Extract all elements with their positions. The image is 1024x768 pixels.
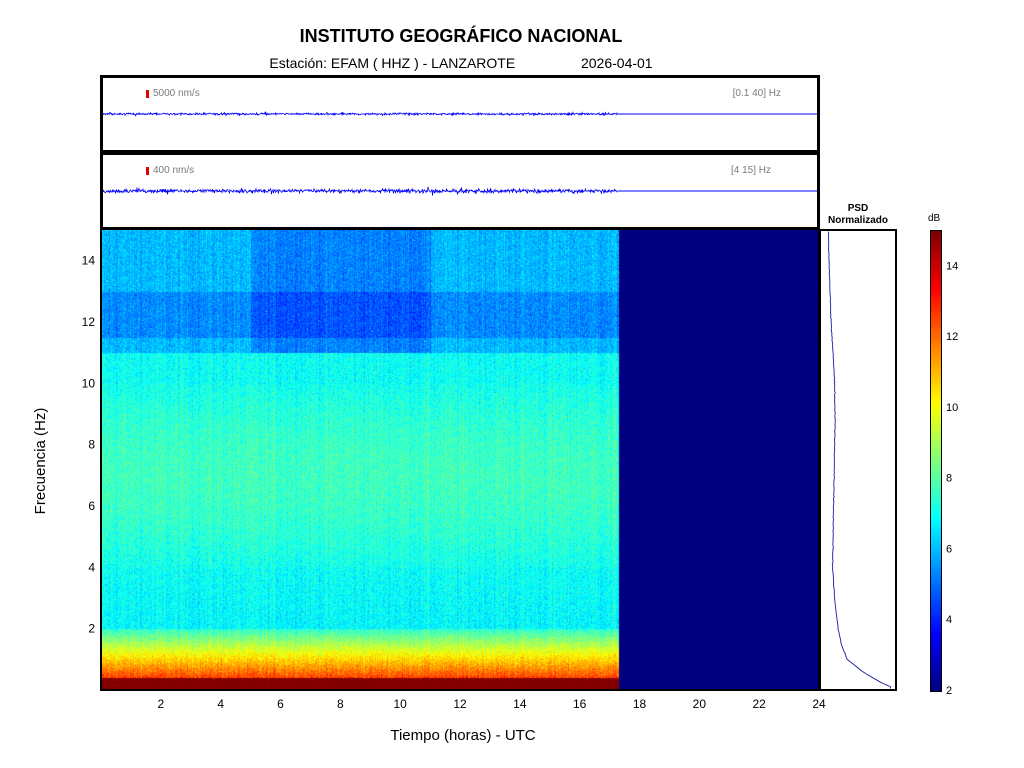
station-name: EFAM ( HHZ ) - LANZAROTE (330, 55, 516, 71)
x-tick-label: 16 (573, 697, 587, 711)
trace-panel-filtered: 400 nm/s [4 15] Hz (100, 152, 820, 230)
x-tick-label: 18 (633, 697, 647, 711)
y-tick-label: 10 (82, 376, 96, 390)
colorbar (930, 230, 942, 692)
trace-band-label: [4 15] Hz (730, 165, 771, 176)
station-label: Estación: (269, 55, 327, 71)
trace-scale-label: 5000 nm/s (153, 88, 200, 99)
seismic-trace-filtered (103, 186, 817, 196)
colorbar-tick-label: 14 (946, 260, 958, 272)
psd-title-line2: Normalizado (827, 215, 888, 226)
psd-panel (819, 229, 897, 691)
colorbar-unit: dB (928, 213, 941, 224)
x-tick-label: 10 (393, 697, 407, 711)
psd-curve (827, 231, 892, 689)
colorbar-tick-label: 2 (946, 685, 952, 697)
trace-scale-label: 400 nm/s (153, 165, 195, 176)
chart-subtitle: Estación: EFAM ( HHZ ) - LANZAROTE 2026-… (0, 55, 922, 71)
date-label: 2026-04-01 (580, 55, 653, 71)
y-tick-label: 8 (88, 438, 95, 452)
x-tick-label: 6 (277, 697, 284, 711)
trace-band-label: [0.1 40] Hz (732, 88, 781, 99)
colorbar-tick-label: 10 (946, 402, 958, 414)
chart-title: INSTITUTO GEOGRÁFICO NACIONAL (299, 26, 623, 46)
y-tick-label: 4 (88, 560, 95, 574)
psd-title: PSD Normalizado (818, 203, 898, 227)
y-tick-label: 6 (88, 499, 95, 513)
x-tick-label: 4 (217, 697, 224, 711)
y-tick-label: 12 (82, 315, 96, 329)
psd-frame (819, 229, 897, 691)
x-tick-label: 8 (337, 697, 344, 711)
scale-bar-icon (146, 167, 149, 175)
x-tick-label: 24 (812, 697, 826, 711)
y-axis-label: Frecuencia (Hz) (32, 408, 49, 515)
scale-bar-icon (146, 90, 149, 98)
y-tick-label: 2 (88, 622, 95, 636)
spectrogram-heatmap (101, 230, 819, 690)
y-tick-label: 14 (82, 254, 96, 268)
colorbar-tick-label: 8 (946, 473, 952, 485)
trace-waveform (103, 110, 618, 117)
spectrogram-frame (100, 229, 820, 691)
x-tick-label: 22 (752, 697, 766, 711)
trace-panel-broadband: 5000 nm/s [0.1 40] Hz (100, 75, 820, 153)
seismic-trace-broadband (103, 110, 817, 117)
x-tick-label: 14 (513, 697, 527, 711)
x-tick-label: 20 (693, 697, 707, 711)
x-tick-label: 2 (157, 697, 164, 711)
trace-waveform (103, 186, 618, 196)
x-axis-label: Tiempo (horas) - UTC (390, 727, 535, 744)
x-tick-label: 12 (453, 697, 467, 711)
colorbar-tick-label: 4 (946, 614, 952, 626)
colorbar-tick-label: 12 (946, 331, 958, 343)
colorbar-tick-label: 6 (946, 543, 952, 555)
psd-title-line1: PSD (847, 203, 869, 214)
